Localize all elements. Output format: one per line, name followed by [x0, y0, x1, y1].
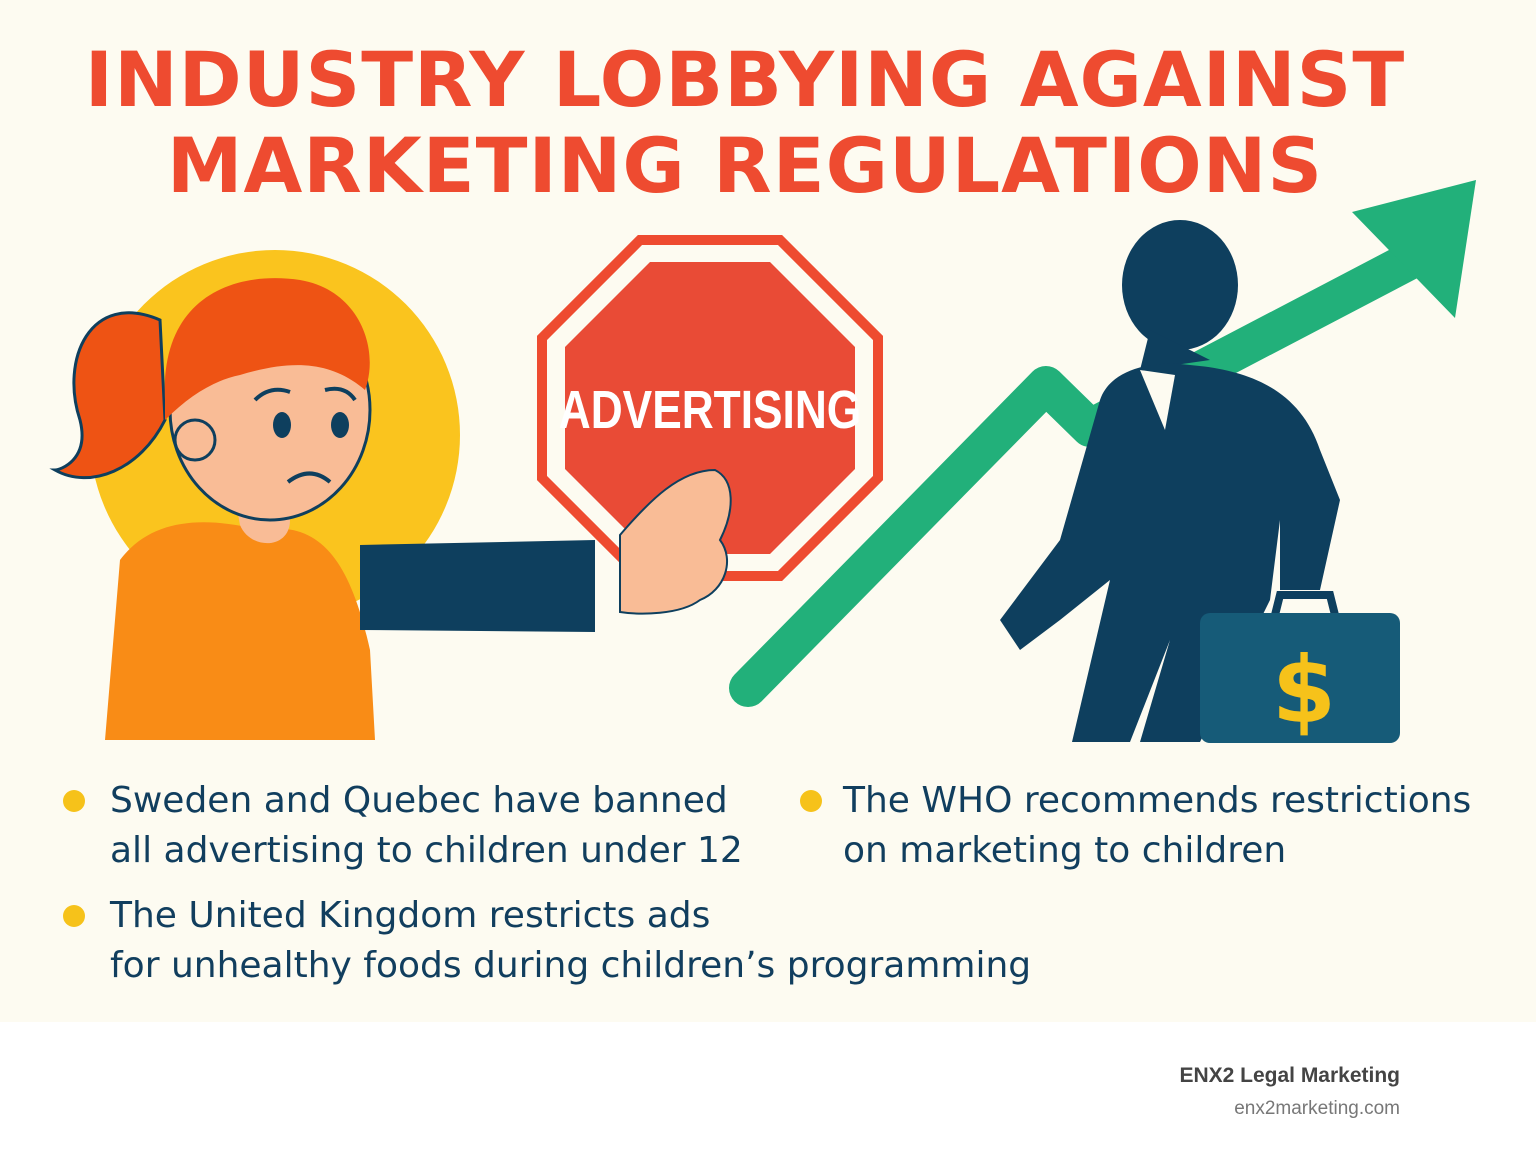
- dollar-sign: $: [1272, 637, 1336, 744]
- arm-shape: [360, 540, 595, 632]
- bullet-dot-icon: [800, 790, 822, 812]
- stop-sign-label: ADVERTISING: [559, 380, 861, 440]
- illustration: ADVERTISING $: [49, 180, 1476, 744]
- rising-arrow-icon: [729, 180, 1476, 707]
- bullet-item-sweden-quebec: Sweden and Quebec have banned all advert…: [110, 776, 743, 876]
- sad-girl-illustration: [49, 250, 460, 740]
- businessman-silhouette: [1000, 220, 1340, 742]
- bullet-text: Sweden and Quebec have banned: [110, 780, 728, 821]
- bullet-text: on marketing to children: [843, 830, 1287, 871]
- bullet-dot-icon: [63, 790, 85, 812]
- hand-icon: [619, 468, 732, 615]
- title-line-1: INDUSTRY LOBBYING AGAINST: [84, 35, 1406, 124]
- bullet-item-who: The WHO recommends restrictions on marke…: [843, 776, 1471, 876]
- money-briefcase-icon: $: [1200, 591, 1400, 744]
- bullet-text: The WHO recommends restrictions: [843, 780, 1472, 821]
- footer-url: enx2marketing.com: [1234, 1098, 1400, 1119]
- title-line-2: MARKETING REGULATIONS: [166, 121, 1324, 210]
- stop-sign-icon: ADVERTISING: [537, 235, 883, 581]
- bullet-text: The United Kingdom restricts ads: [110, 895, 711, 936]
- bullet-text: for unhealthy foods during children’s pr…: [110, 945, 1032, 986]
- infographic-poster: INDUSTRY LOBBYING AGAINST MARKETING REGU…: [0, 0, 1536, 1022]
- bullet-text: all advertising to children under 12: [110, 830, 743, 871]
- bullet-item-uk: The United Kingdom restricts ads for unh…: [110, 891, 1031, 991]
- bullet-dot-icon: [63, 905, 85, 927]
- footer-brand: ENX2 Legal Marketing: [1179, 1064, 1400, 1087]
